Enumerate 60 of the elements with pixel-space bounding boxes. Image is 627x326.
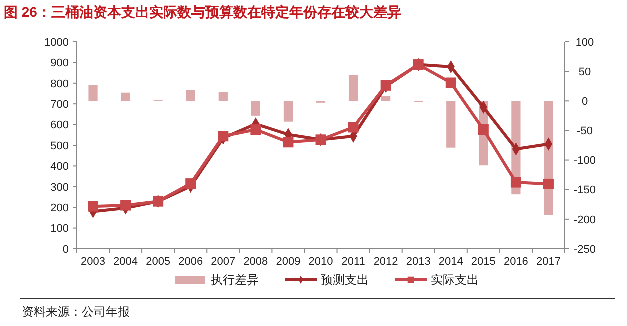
x-tick-label: 2004 <box>114 256 138 268</box>
bar <box>186 90 196 102</box>
x-tick-label: 2014 <box>438 256 464 268</box>
y-tick-label: 500 <box>50 140 69 152</box>
point <box>218 131 229 142</box>
y2-tick-label: -200 <box>574 214 596 226</box>
legend-label: 实际支出 <box>431 273 479 288</box>
text: 资料来源：公司年报 <box>22 305 130 319</box>
point <box>348 122 359 133</box>
point <box>186 178 196 190</box>
point <box>120 200 132 211</box>
y2-tick-label: 100 <box>576 36 594 49</box>
y2-tick-label: -50 <box>577 126 593 138</box>
y-tick-label: 1000 <box>44 36 69 49</box>
legend-label: 预测支出 <box>321 273 369 288</box>
y2-tick-label: 0 <box>582 96 588 108</box>
x-tick-label: 2013 <box>406 256 431 268</box>
y-tick-label: 400 <box>50 161 69 174</box>
y-tick-label: 900 <box>50 58 69 70</box>
point <box>250 124 262 136</box>
bar <box>348 75 358 102</box>
x-tick-label: 2005 <box>146 256 171 268</box>
bar <box>121 92 130 102</box>
point <box>478 124 489 136</box>
y2-tick-label: -150 <box>574 184 596 197</box>
x-tick-label: 2003 <box>81 256 106 268</box>
x-tick-label: 2009 <box>276 256 301 268</box>
bar <box>284 101 294 122</box>
bar <box>88 85 98 102</box>
bar <box>382 96 391 102</box>
x-tick-label: 2012 <box>374 256 398 268</box>
point <box>380 80 392 91</box>
point <box>88 201 99 212</box>
y2-tick-label: -250 <box>574 244 596 256</box>
x-tick-label: 2016 <box>504 256 528 268</box>
point <box>283 137 294 148</box>
y-tick-label: 700 <box>50 98 69 111</box>
y-tick-label: 300 <box>50 182 69 194</box>
chart-title: 图 26：三桶油资本支出实际数与预算数在特定年份存在较大差异 <box>4 4 402 20</box>
x-tick-label: 2011 <box>342 256 366 268</box>
bar <box>218 92 228 102</box>
x-tick-label: 2010 <box>308 256 334 268</box>
point <box>543 178 554 190</box>
x-tick-label: 2007 <box>211 256 236 268</box>
bar <box>446 101 456 148</box>
x-tick-label: 2006 <box>178 256 204 268</box>
x-tick-label: 2008 <box>244 256 268 268</box>
point <box>446 78 456 88</box>
legend-label: 执行差异 <box>211 273 259 288</box>
y-tick-label: 0 <box>62 244 69 256</box>
y2-tick-label: -100 <box>574 155 596 168</box>
y2-tick-label: 50 <box>578 66 592 78</box>
bar <box>251 101 260 116</box>
y-tick-label: 600 <box>50 120 69 132</box>
y-tick-label: 200 <box>50 202 69 214</box>
y-tick-label: 100 <box>50 223 69 236</box>
x-tick-label: 2015 <box>471 256 496 268</box>
point <box>510 177 522 188</box>
y-tick-label: 800 <box>50 78 69 90</box>
x-tick-label: 2017 <box>536 256 561 268</box>
